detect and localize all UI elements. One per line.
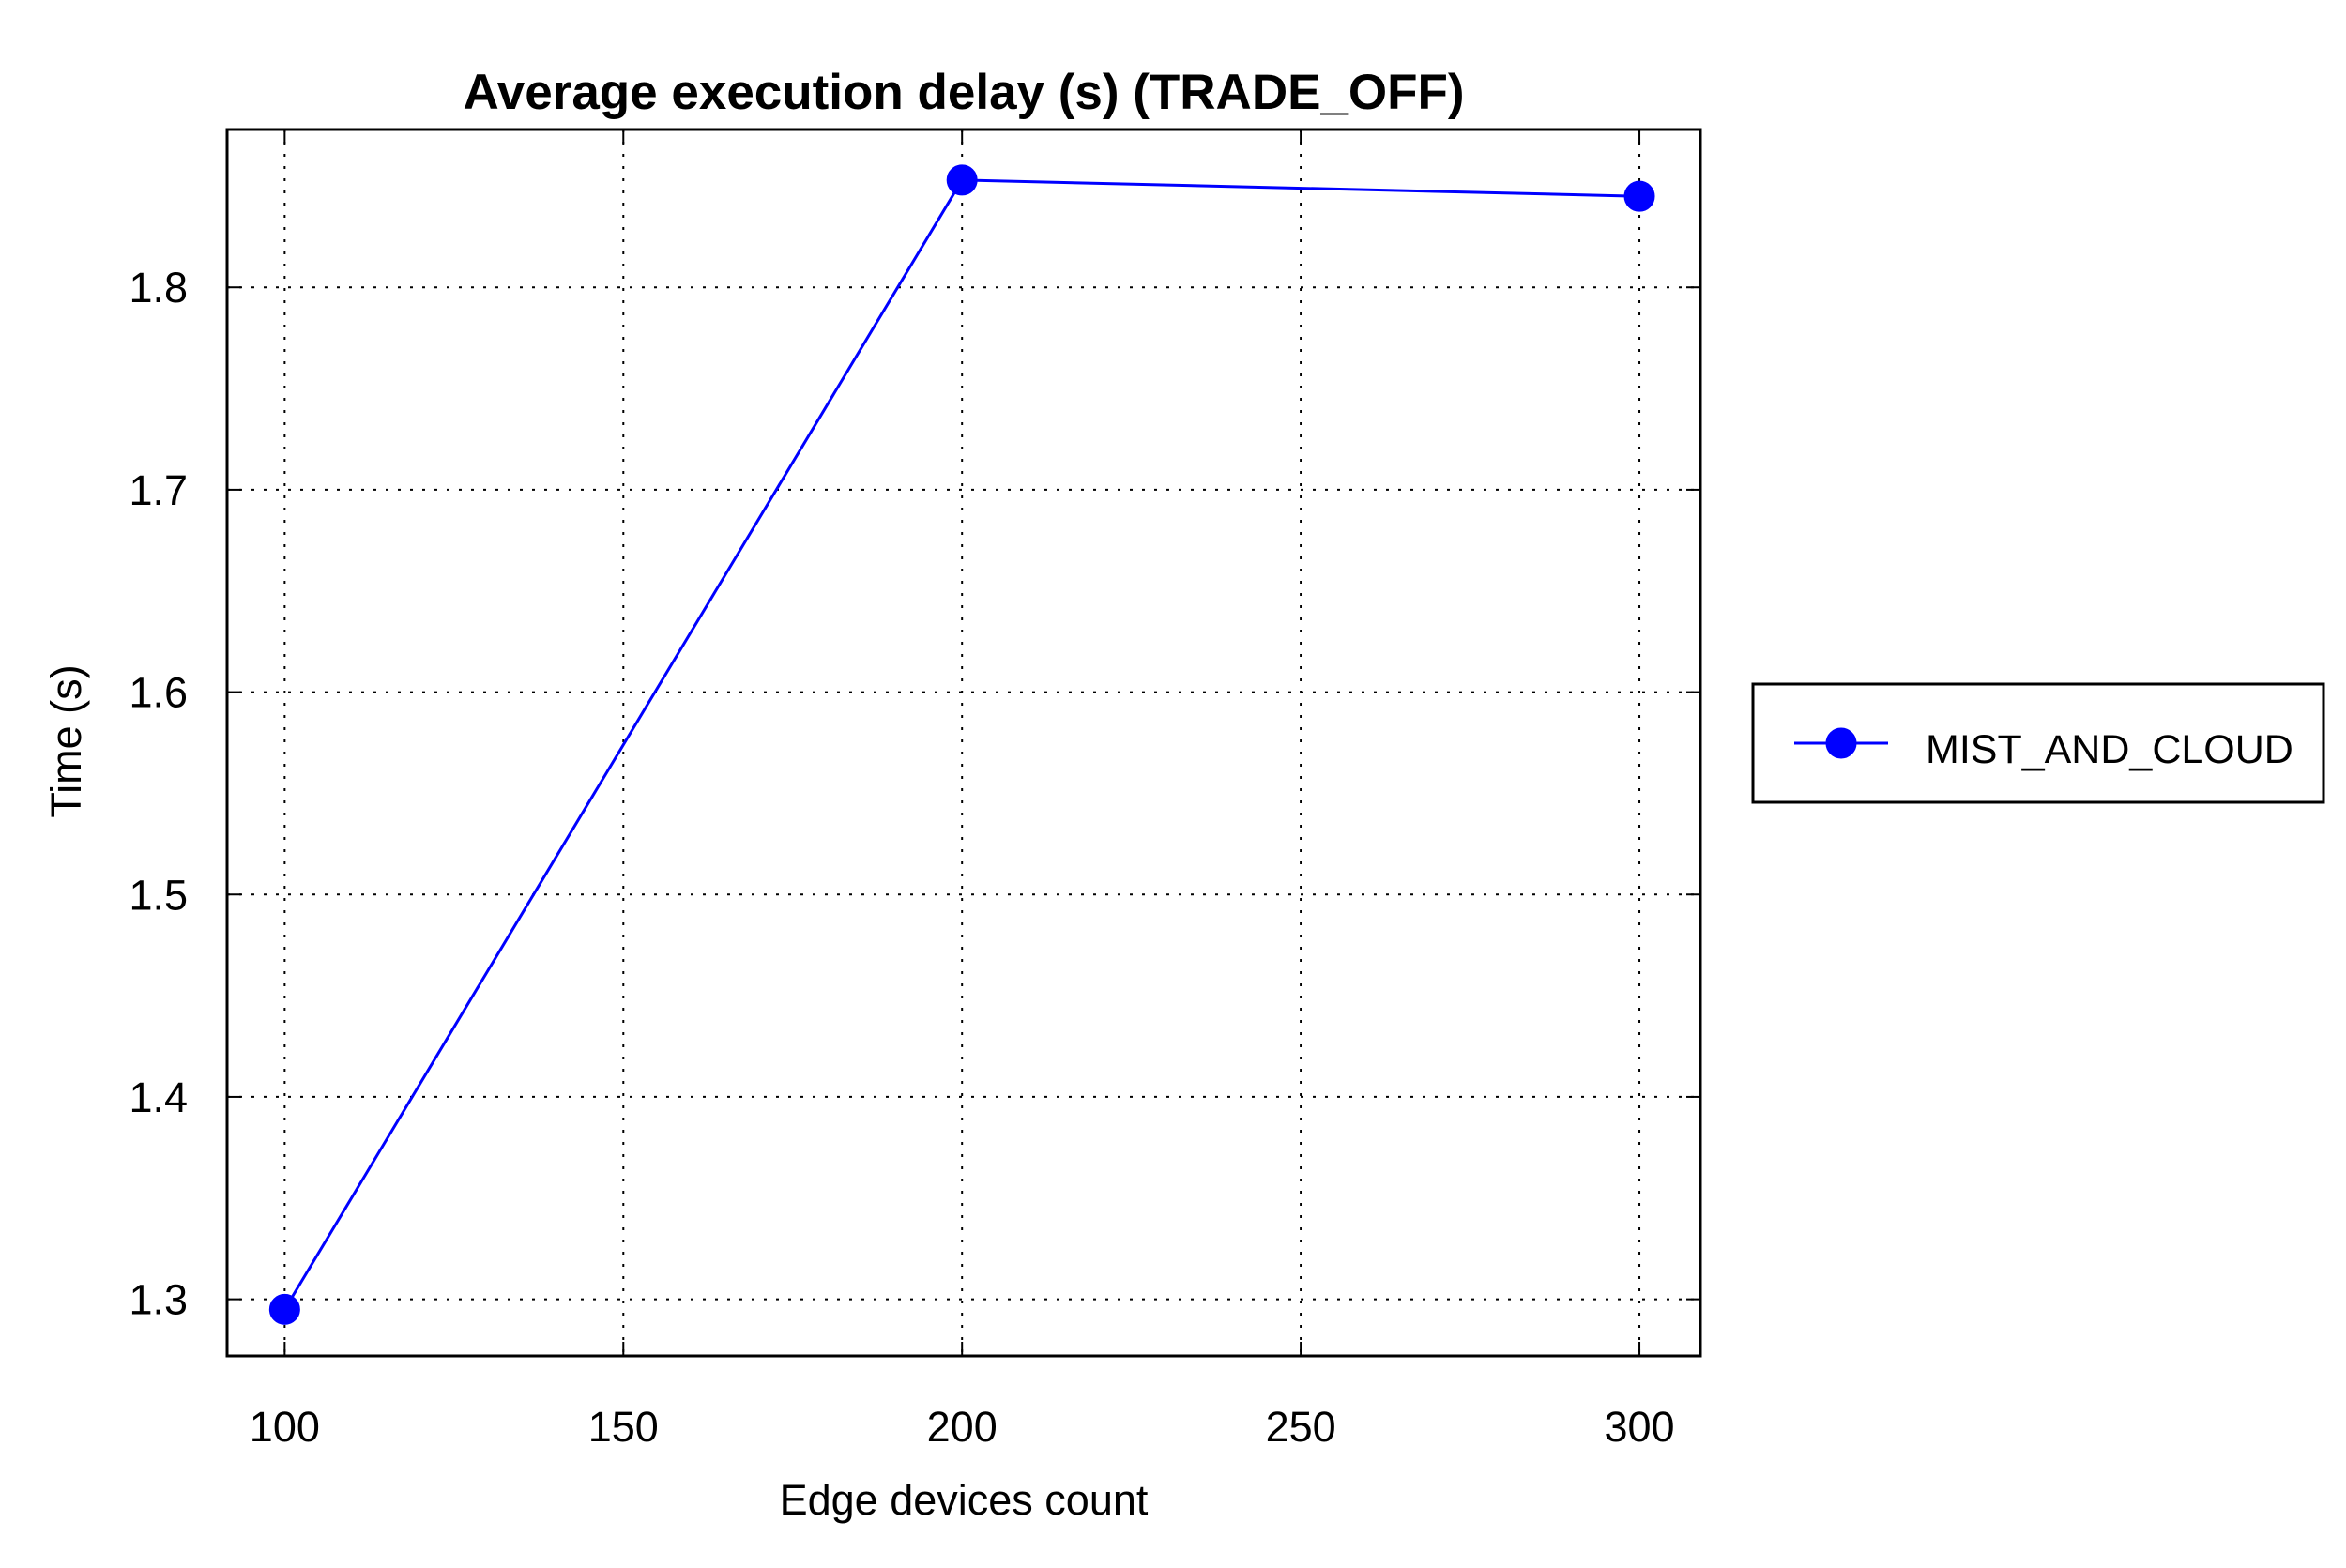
axis-ticks: 100 150 200 250 300 1.3 1.4 1.5 1.6 1.7 1.8 (129, 129, 1700, 1451)
legend-series-marker (1825, 727, 1857, 759)
x-tick-label: 250 (1266, 1403, 1336, 1451)
y-tick-label: 1.5 (129, 871, 188, 919)
x-tick-label: 300 (1604, 1403, 1674, 1451)
y-tick-label: 1.7 (129, 466, 188, 514)
x-tick-label: 200 (927, 1403, 998, 1451)
legend: MIST_AND_CLOUD (1751, 682, 2325, 804)
series (268, 164, 1655, 1325)
data-point (268, 1293, 300, 1325)
y-axis-label: Time (s) (42, 664, 90, 817)
legend-series-label: MIST_AND_CLOUD (1926, 727, 2293, 772)
grid (227, 129, 1700, 1356)
x-axis-label: Edge devices count (780, 1476, 1149, 1524)
chart-title: Average execution delay (s) (TRADE_OFF) (463, 65, 1464, 120)
data-point (946, 164, 978, 196)
plot-frame (225, 128, 1702, 1358)
y-tick-label: 1.6 (129, 669, 188, 717)
y-tick-label: 1.8 (129, 264, 188, 312)
x-tick-label: 150 (588, 1403, 659, 1451)
data-point (1623, 180, 1655, 212)
y-tick-label: 1.3 (129, 1276, 188, 1324)
y-tick-label: 1.4 (129, 1073, 188, 1121)
x-tick-label: 100 (250, 1403, 320, 1451)
